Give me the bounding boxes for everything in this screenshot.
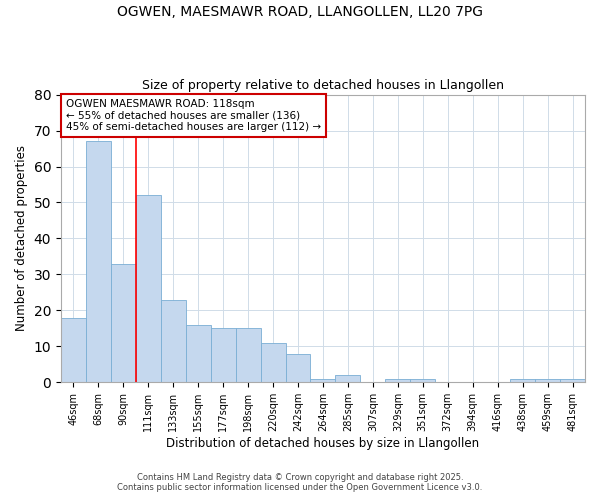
Text: Contains public sector information licensed under the Open Government Licence v3: Contains public sector information licen… <box>118 484 482 492</box>
Bar <box>410 378 435 382</box>
Bar <box>260 343 286 382</box>
Bar <box>535 378 560 382</box>
Bar <box>236 328 260 382</box>
Bar <box>335 375 361 382</box>
Y-axis label: Number of detached properties: Number of detached properties <box>15 146 28 332</box>
Bar <box>185 325 211 382</box>
Bar <box>385 378 410 382</box>
Bar <box>510 378 535 382</box>
Title: Size of property relative to detached houses in Llangollen: Size of property relative to detached ho… <box>142 79 504 92</box>
Bar <box>86 142 111 382</box>
Text: Contains HM Land Registry data © Crown copyright and database right 2025.: Contains HM Land Registry data © Crown c… <box>137 474 463 482</box>
Bar <box>286 354 310 382</box>
Bar <box>61 318 86 382</box>
Bar <box>111 264 136 382</box>
Bar <box>560 378 585 382</box>
Bar <box>310 378 335 382</box>
Bar <box>211 328 236 382</box>
Text: OGWEN MAESMAWR ROAD: 118sqm
← 55% of detached houses are smaller (136)
45% of se: OGWEN MAESMAWR ROAD: 118sqm ← 55% of det… <box>66 99 321 132</box>
Text: OGWEN, MAESMAWR ROAD, LLANGOLLEN, LL20 7PG: OGWEN, MAESMAWR ROAD, LLANGOLLEN, LL20 7… <box>117 5 483 19</box>
X-axis label: Distribution of detached houses by size in Llangollen: Distribution of detached houses by size … <box>166 437 479 450</box>
Bar <box>161 300 185 382</box>
Bar <box>136 196 161 382</box>
